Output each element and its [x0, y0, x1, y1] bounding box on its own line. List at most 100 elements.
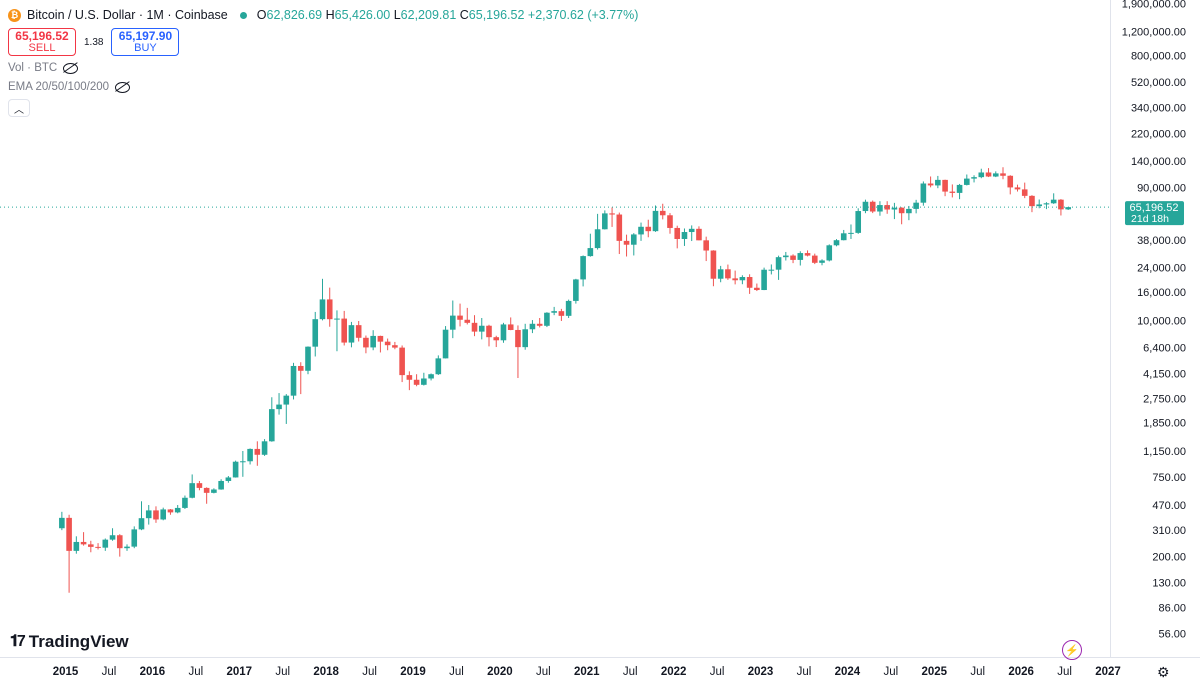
candle: [116, 534, 123, 557]
candle: [536, 318, 543, 328]
indicator-volume[interactable]: Vol · BTC: [8, 62, 79, 74]
candle-body: [855, 211, 862, 233]
time-tick-label: Jul: [536, 666, 551, 678]
candle: [529, 320, 536, 334]
candle-body: [732, 278, 738, 281]
candle-body: [290, 365, 297, 396]
candle: [630, 233, 637, 256]
time-axis[interactable]: 2015 Jul 2016 Jul 2017 Jul 2018 Jul 2019 Jul 2020 J…: [53, 666, 1121, 678]
candle-body: [1021, 189, 1028, 196]
candle-body: [898, 207, 905, 214]
candle-body: [363, 337, 369, 348]
price-tick-label: 800,000.00: [1131, 51, 1186, 63]
candle: [602, 210, 608, 230]
candle: [949, 184, 956, 198]
candle: [269, 397, 275, 442]
sell-button[interactable]: 65,196.52 SELL: [8, 28, 76, 56]
candle-body: [891, 207, 898, 210]
candle: [131, 526, 138, 549]
candle-body: [551, 311, 557, 313]
candle-body: [594, 229, 601, 249]
time-tick-label: Jul: [275, 666, 290, 678]
candle-body: [935, 179, 941, 186]
candle: [182, 495, 188, 510]
candle: [638, 222, 644, 241]
spread-value: 1.38: [84, 36, 104, 48]
candle-body: [160, 509, 167, 520]
time-tick-label: Jul: [449, 666, 464, 678]
candle: [848, 224, 854, 239]
candle: [428, 373, 434, 381]
lightning-icon[interactable]: ⚡: [1062, 640, 1082, 660]
time-tick-label: 2025: [921, 666, 947, 678]
candle-body: [783, 255, 789, 258]
candle: [522, 323, 528, 350]
candle: [145, 505, 152, 525]
time-tick-label: 2019: [400, 666, 426, 678]
price-tick-label: 4,150.00: [1143, 368, 1186, 380]
price-axis[interactable]: 56.00 86.00 130.00 200.00 310.00 470.00 750.00…: [1122, 0, 1186, 641]
logo-text: TradingView: [28, 632, 129, 651]
price-tick-label: 1,850.00: [1143, 417, 1186, 429]
symbol-title[interactable]: Bitcoin / U.S. Dollar · 1M · Coinbase: [27, 8, 228, 22]
candle: [717, 265, 724, 283]
price-tick-label: 86.00: [1158, 603, 1186, 615]
open-value: 62,826.69: [266, 8, 323, 22]
candle: [877, 201, 883, 216]
candle: [645, 219, 652, 238]
candle: [88, 540, 94, 553]
candle-body: [862, 201, 869, 212]
buy-button[interactable]: 65,197.90 BUY: [111, 28, 180, 56]
candle-body: [826, 245, 833, 261]
time-tick-label: Jul: [970, 666, 985, 678]
candle-body: [768, 269, 775, 271]
candle: [985, 168, 992, 178]
candle: [696, 226, 702, 241]
candle-body: [1050, 199, 1057, 204]
candle-body: [319, 299, 326, 320]
candle-body: [493, 337, 500, 341]
time-tick-label: 2015: [53, 666, 79, 678]
eye-hidden-icon[interactable]: [63, 62, 79, 74]
candle: [399, 345, 405, 383]
candle-body: [703, 240, 709, 251]
candle-body: [630, 234, 637, 245]
candle: [167, 509, 174, 515]
candle-body: [797, 253, 804, 260]
eye-hidden-icon[interactable]: [115, 81, 131, 93]
candle-body: [442, 329, 449, 359]
price-tick-label: 90,000.00: [1137, 183, 1186, 195]
candle-body: [964, 178, 970, 185]
indicator-ema[interactable]: EMA 20/50/100/200: [8, 81, 131, 93]
time-tick-label: 2016: [140, 666, 166, 678]
price-tick-label: 24,000.00: [1137, 263, 1186, 275]
candle-body: [254, 448, 261, 455]
price-tick-label: 10,000.00: [1137, 315, 1186, 327]
collapse-legend-button[interactable]: ︿: [8, 99, 30, 117]
candle: [124, 544, 130, 551]
gear-icon[interactable]: ⚙: [1157, 664, 1170, 680]
candle-body: [435, 358, 442, 375]
time-tick-label: Jul: [710, 666, 725, 678]
candle: [674, 225, 681, 249]
candle: [688, 225, 695, 242]
candle: [326, 287, 333, 327]
candle-body: [88, 544, 94, 547]
candle: [203, 487, 210, 504]
candle-body: [232, 461, 239, 478]
high-label: H: [325, 8, 335, 22]
candle: [790, 254, 796, 264]
time-tick-label: Jul: [1057, 666, 1072, 678]
tradingview-logo[interactable]: 𝟏7 TradingView: [10, 632, 129, 652]
chart-grid: [0, 0, 1200, 658]
candle-body: [674, 227, 681, 239]
candle: [225, 476, 232, 483]
candle: [609, 207, 615, 227]
candle: [160, 507, 167, 521]
candle: [341, 310, 348, 346]
candle-body: [399, 347, 405, 376]
candle-body: [1043, 203, 1050, 205]
candle-body: [1029, 195, 1035, 207]
